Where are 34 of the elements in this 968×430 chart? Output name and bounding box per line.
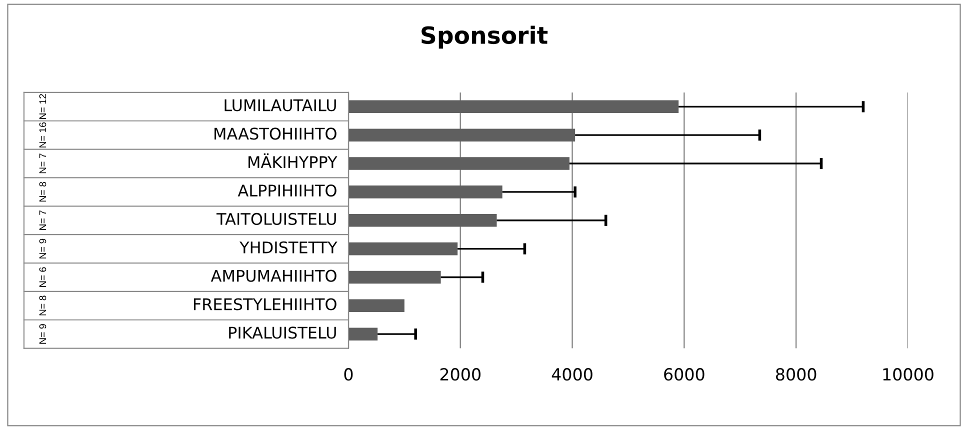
x-tick-label: 2000 bbox=[440, 368, 480, 381]
y-tick-label: ALPPIHIIHTO bbox=[238, 184, 336, 197]
text: N= 9 bbox=[39, 238, 46, 258]
y-tick-label: TAITOLUISTELU bbox=[216, 212, 336, 226]
text: N= 16 bbox=[39, 122, 46, 148]
y-tick-label: AMPUMAHIIHTO bbox=[210, 270, 336, 282]
chart-title: Sponsorit bbox=[422, 26, 548, 49]
y-tick-label: MAASTOHIIHTO bbox=[214, 128, 336, 140]
text: N= 6 bbox=[39, 267, 46, 287]
bar bbox=[348, 186, 502, 198]
x-tick-label: 0 bbox=[344, 368, 353, 381]
bar bbox=[348, 242, 458, 256]
bar bbox=[348, 128, 576, 142]
text: N= 7 bbox=[39, 154, 46, 174]
y-tick-label: MÄKIHYPPY bbox=[248, 153, 338, 168]
bar bbox=[348, 157, 570, 170]
x-tick-label: 8000 bbox=[776, 368, 816, 381]
bar bbox=[348, 299, 404, 312]
x-tick-label: 4000 bbox=[552, 368, 592, 381]
bar bbox=[348, 328, 378, 340]
y-tick-label: FREESTYLEHIIHTO bbox=[194, 298, 336, 310]
x-tick-label: 10000 bbox=[883, 368, 934, 381]
y-tick-label: LUMILAUTAILU bbox=[224, 99, 336, 112]
text: N= 8 bbox=[39, 296, 46, 316]
bar bbox=[348, 214, 497, 227]
y-tick-label: YHDISTETTY bbox=[240, 241, 338, 254]
text: N= 9 bbox=[39, 324, 46, 344]
y-tick-label: PIKALUISTELU bbox=[229, 326, 336, 339]
x-tick-label: 6000 bbox=[664, 368, 704, 381]
bar bbox=[348, 100, 679, 114]
text: N= 8 bbox=[39, 182, 46, 202]
text: N= 7 bbox=[39, 210, 46, 230]
bar bbox=[348, 270, 441, 284]
text: N= 12 bbox=[39, 94, 46, 119]
